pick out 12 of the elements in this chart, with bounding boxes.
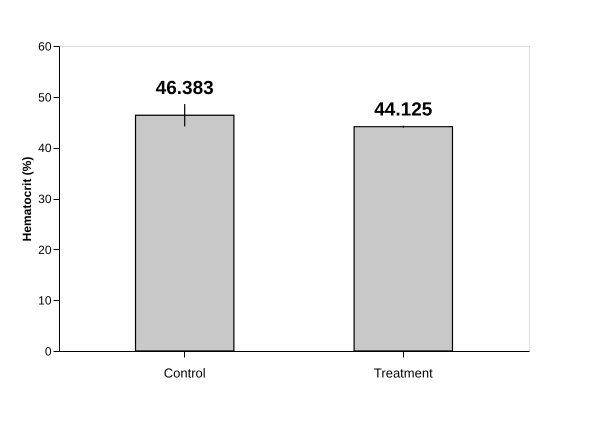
y-tick-label: 10 [38,294,52,308]
data-label: 46.383 [156,78,214,100]
y-tick-label: 20 [38,242,52,257]
x-tick-label: Treatment [374,366,434,380]
y-tick-label: 50 [38,90,52,104]
data-label: 44.125 [374,100,433,121]
y-tick-label: 60 [38,40,52,54]
y-axis-title: Hematocrit (%) [20,156,34,242]
y-tick-label: 0 [44,344,52,358]
y-tick-label: 40 [38,141,52,156]
x-tick-label: Control [164,366,206,380]
y-tick-label: 30 [38,192,52,206]
